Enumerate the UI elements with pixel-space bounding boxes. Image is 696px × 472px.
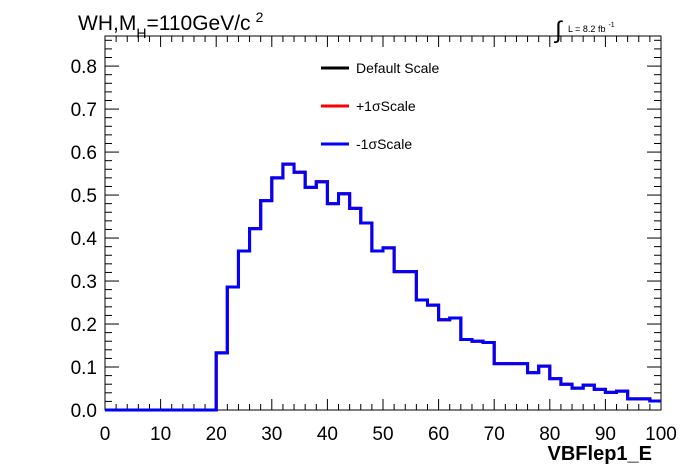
y-tick-label: 0.3: [71, 272, 97, 293]
series-line-1: [105, 162, 661, 412]
lumi-text: L = 8.2 fb: [568, 24, 605, 34]
lumi-label: L = 8.2 fb -1: [568, 22, 615, 34]
title-superscript: 2: [256, 9, 264, 25]
y-tick-label: 0.4: [71, 229, 98, 250]
lumi-integral-symbol: ∫: [553, 17, 563, 44]
y-tick-label: 0.6: [71, 143, 97, 164]
x-tick-label: 20: [206, 424, 227, 445]
x-tick-label: 50: [372, 424, 393, 445]
x-tick-label: 60: [428, 424, 449, 445]
title-tail: =110GeV/c: [146, 12, 250, 35]
series-line-3: [105, 162, 661, 412]
x-tick-label: 90: [595, 424, 616, 445]
chart-title: WH,MH=110GeV/c 2: [78, 9, 264, 41]
legend-label: +1σScale: [356, 98, 416, 114]
y-tick-label: 0.2: [71, 315, 97, 336]
y-tick-label: 0.7: [71, 100, 97, 121]
y-tick-label: 0.1: [71, 358, 97, 379]
series-line-2: [105, 162, 661, 412]
y-tick-labels: 0.0 0.1 0.2 0.3 0.4 0.5 0.6 0.7 0.8: [71, 57, 98, 422]
title-subscript: H: [136, 25, 146, 41]
x-tick-label: 30: [261, 424, 282, 445]
x-tick-label: 40: [317, 424, 338, 445]
x-tick-label: 0: [100, 424, 111, 445]
y-tick-label: 0.5: [71, 186, 97, 207]
lumi-superscript: -1: [608, 22, 614, 29]
x-tick-labels: 0 10 20 30 40 50 60 70 80 90 100: [100, 424, 677, 445]
x-tick-label: 70: [484, 424, 505, 445]
legend: Default Scale +1σScale -1σScale: [321, 60, 439, 152]
plot-frame: [104, 35, 662, 411]
series-group: [105, 162, 661, 412]
title-main: WH,M: [78, 12, 136, 35]
x-axis-label: VBFlep1_E: [548, 443, 652, 465]
x-tick-label: 10: [150, 424, 171, 445]
x-tick-label: 100: [645, 424, 677, 445]
x-tick-label: 80: [539, 424, 560, 445]
legend-label: -1σScale: [356, 136, 412, 152]
y-tick-label: 0.8: [71, 57, 97, 78]
legend-label: Default Scale: [356, 60, 439, 76]
y-tick-label: 0.0: [71, 401, 97, 422]
axis-ticks: [104, 36, 662, 411]
